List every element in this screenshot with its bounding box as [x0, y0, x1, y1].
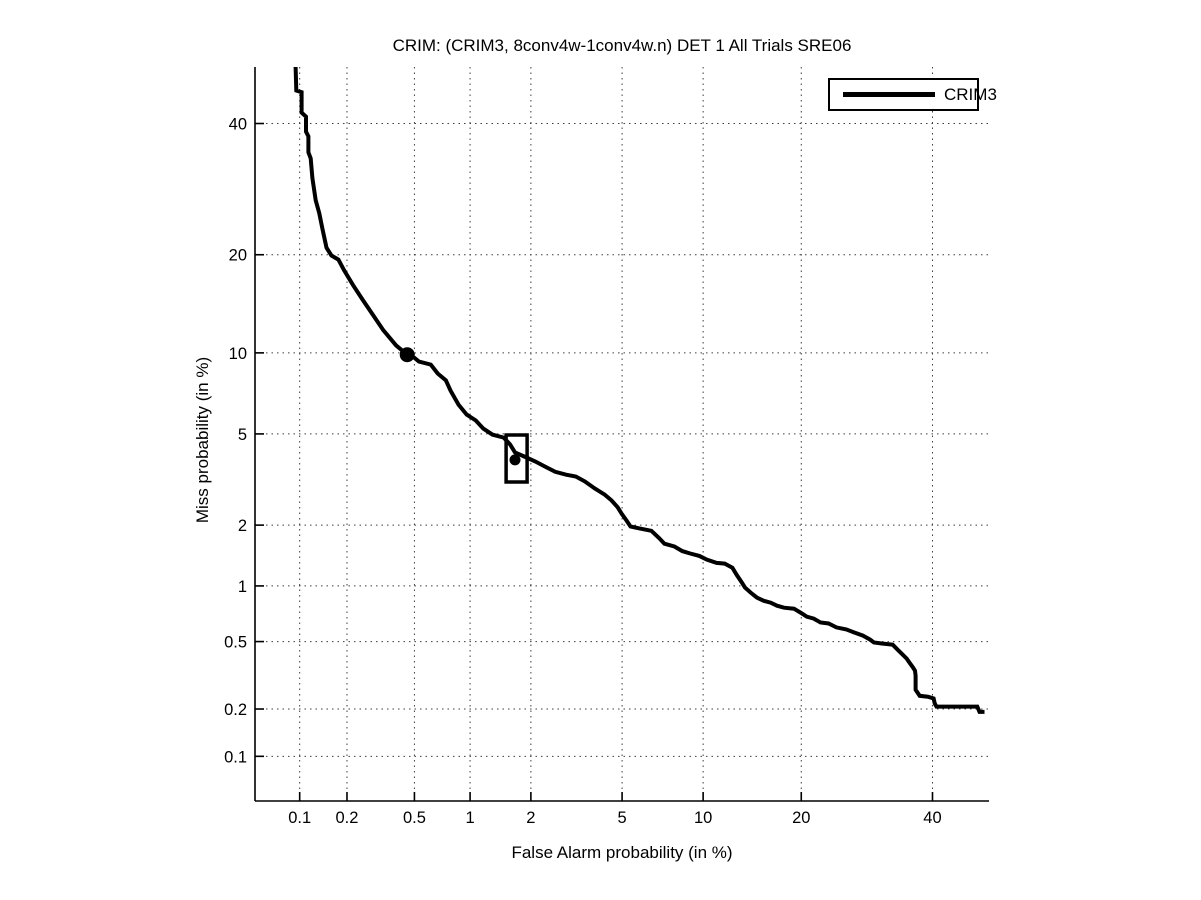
chart-title: CRIM: (CRIM3, 8conv4w-1conv4w.n) DET 1 A…	[392, 36, 852, 55]
x-tick-label: 2	[526, 809, 535, 827]
x-axis-label: False Alarm probability (in %)	[511, 843, 733, 862]
y-tick-label: 10	[229, 345, 247, 363]
y-tick-label: 20	[229, 247, 247, 265]
actual-dcf-box	[504, 433, 529, 484]
y-tick-label: 1	[238, 578, 247, 596]
legend-entry-label: CRIM3	[944, 85, 997, 104]
x-tick-label: 20	[792, 809, 810, 827]
y-tick-label: 5	[238, 426, 247, 444]
x-tick-label: 10	[694, 809, 712, 827]
x-tick-label: 1	[465, 809, 474, 827]
x-tick-label: 0.5	[403, 809, 426, 827]
min-dcf-marker	[399, 347, 415, 363]
y-tick-label: 0.5	[224, 634, 247, 652]
actual-dcf-marker	[509, 454, 521, 466]
x-tick-label: 0.2	[336, 809, 359, 827]
legend-box: CRIM3	[828, 78, 997, 111]
y-tick-label: 40	[229, 116, 247, 134]
y-tick-label: 2	[238, 517, 247, 535]
y-axis-label-text: Miss probability (in %)	[193, 356, 212, 524]
y-tick-label: 0.2	[224, 701, 247, 719]
x-tick-label: 5	[617, 809, 626, 827]
det-curve-crim3	[293, 66, 985, 714]
y-tick-label: 0.1	[224, 748, 247, 766]
legend-line-sample	[843, 92, 935, 97]
x-tick-label: 40	[923, 809, 941, 827]
x-tick-label: 0.1	[288, 809, 311, 827]
